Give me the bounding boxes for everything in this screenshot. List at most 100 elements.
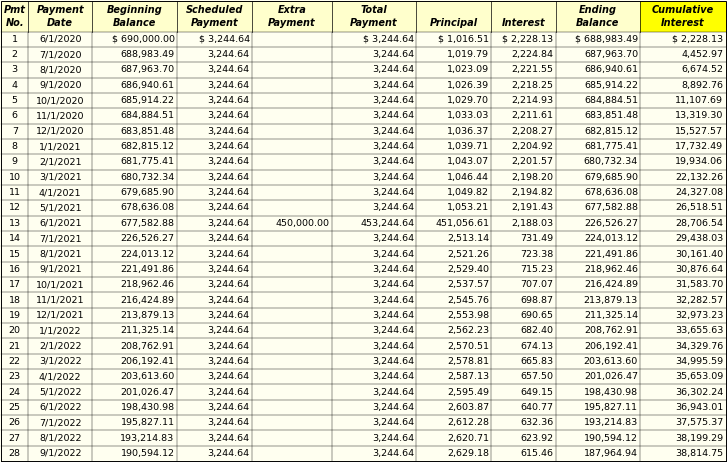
- Text: Payment: Payment: [350, 18, 398, 28]
- Text: 1,023.09: 1,023.09: [447, 66, 489, 74]
- Text: 680,732.34: 680,732.34: [584, 158, 638, 166]
- Text: 3,244.64: 3,244.64: [372, 203, 414, 213]
- Text: 1/1/2021: 1/1/2021: [39, 142, 81, 151]
- Text: 11/1/2021: 11/1/2021: [36, 296, 84, 304]
- Text: 14: 14: [9, 234, 21, 243]
- Text: 3,244.64: 3,244.64: [208, 372, 250, 381]
- Text: 3,244.64: 3,244.64: [208, 50, 250, 59]
- Text: 3: 3: [12, 66, 18, 74]
- Text: 23: 23: [9, 372, 21, 381]
- Text: 3,244.64: 3,244.64: [208, 326, 250, 335]
- Text: 30,876.64: 30,876.64: [675, 265, 723, 274]
- Text: 201,026.47: 201,026.47: [584, 372, 638, 381]
- Text: 226,526.27: 226,526.27: [584, 219, 638, 228]
- Bar: [177, 1, 252, 31]
- Bar: [555, 1, 640, 31]
- Text: 3/1/2021: 3/1/2021: [39, 173, 81, 182]
- Bar: [1, 154, 726, 170]
- Text: 1,026.39: 1,026.39: [447, 81, 489, 90]
- Text: 682,815.12: 682,815.12: [121, 142, 174, 151]
- Text: 3,244.64: 3,244.64: [208, 388, 250, 396]
- Text: 3,244.64: 3,244.64: [372, 188, 414, 197]
- Text: 218,962.46: 218,962.46: [121, 280, 174, 289]
- Text: 221,491.86: 221,491.86: [121, 265, 174, 274]
- Text: 4/1/2022: 4/1/2022: [39, 372, 81, 381]
- Text: 208,762.91: 208,762.91: [584, 326, 638, 335]
- Text: 29,438.03: 29,438.03: [675, 234, 723, 243]
- Text: 2,513.14: 2,513.14: [447, 234, 489, 243]
- Text: 3,244.64: 3,244.64: [372, 280, 414, 289]
- Bar: [1, 338, 726, 354]
- Text: $ 2,228.13: $ 2,228.13: [502, 35, 553, 44]
- Bar: [1, 261, 726, 277]
- Text: $ 688,983.49: $ 688,983.49: [575, 35, 638, 44]
- Text: 1,033.03: 1,033.03: [447, 111, 489, 121]
- Bar: [1, 31, 726, 47]
- Text: 193,214.83: 193,214.83: [584, 418, 638, 427]
- Bar: [1, 246, 726, 261]
- Text: 2,620.71: 2,620.71: [447, 433, 489, 443]
- Text: 686,940.61: 686,940.61: [584, 66, 638, 74]
- Text: 685,914.22: 685,914.22: [121, 96, 174, 105]
- Text: 2,198.20: 2,198.20: [512, 173, 553, 182]
- Text: 682,815.12: 682,815.12: [584, 127, 638, 136]
- Text: 28: 28: [9, 449, 21, 458]
- Text: $ 690,000.00: $ 690,000.00: [112, 35, 174, 44]
- Text: 690.65: 690.65: [521, 311, 553, 320]
- Text: 2,224.84: 2,224.84: [512, 50, 553, 59]
- Text: 3,244.64: 3,244.64: [208, 81, 250, 90]
- Text: 33,655.63: 33,655.63: [675, 326, 723, 335]
- Bar: [1, 124, 726, 139]
- Text: 7/1/2020: 7/1/2020: [39, 50, 81, 59]
- Text: Payment: Payment: [190, 18, 238, 28]
- Text: 623.92: 623.92: [521, 433, 553, 443]
- Bar: [1, 446, 726, 461]
- Text: 3,244.64: 3,244.64: [372, 326, 414, 335]
- Bar: [1, 277, 726, 292]
- Text: 3,244.64: 3,244.64: [208, 173, 250, 182]
- Text: 9: 9: [12, 158, 17, 166]
- Text: 2,204.92: 2,204.92: [512, 142, 553, 151]
- Bar: [1, 170, 726, 185]
- Bar: [1, 231, 726, 246]
- Text: 17,732.49: 17,732.49: [675, 142, 723, 151]
- Text: 684,884.51: 684,884.51: [584, 96, 638, 105]
- Text: 3,244.64: 3,244.64: [208, 142, 250, 151]
- Text: Balance: Balance: [577, 18, 619, 28]
- Text: 3,244.64: 3,244.64: [372, 449, 414, 458]
- Text: 16: 16: [9, 265, 21, 274]
- Text: 632.36: 632.36: [521, 418, 553, 427]
- Text: Payment: Payment: [268, 18, 316, 28]
- Text: 615.46: 615.46: [521, 449, 553, 458]
- Text: 2,221.55: 2,221.55: [512, 66, 553, 74]
- Text: 3,244.64: 3,244.64: [372, 96, 414, 105]
- Text: 5/1/2021: 5/1/2021: [39, 203, 81, 213]
- Text: 34,995.59: 34,995.59: [675, 357, 723, 366]
- Text: 3,244.64: 3,244.64: [208, 249, 250, 259]
- Text: 15: 15: [9, 249, 21, 259]
- Text: 2: 2: [12, 50, 17, 59]
- Text: 5: 5: [12, 96, 17, 105]
- Text: 1,046.44: 1,046.44: [447, 173, 489, 182]
- Text: 681,775.41: 681,775.41: [584, 142, 638, 151]
- Text: 683,851.48: 683,851.48: [121, 127, 174, 136]
- Bar: [1, 62, 726, 78]
- Text: 677,582.88: 677,582.88: [584, 203, 638, 213]
- Text: 4,452.97: 4,452.97: [681, 50, 723, 59]
- Bar: [1, 139, 726, 154]
- Text: 3,244.64: 3,244.64: [372, 249, 414, 259]
- Bar: [1, 1, 726, 31]
- Text: 1/1/2022: 1/1/2022: [39, 326, 81, 335]
- Text: 2,629.18: 2,629.18: [447, 449, 489, 458]
- Text: 3,244.64: 3,244.64: [208, 219, 250, 228]
- Text: 11,107.69: 11,107.69: [675, 96, 723, 105]
- Text: $ 3,244.64: $ 3,244.64: [363, 35, 414, 44]
- Text: 3/1/2022: 3/1/2022: [39, 357, 81, 366]
- Text: 678,636.08: 678,636.08: [121, 203, 174, 213]
- Bar: [491, 1, 555, 31]
- Text: 190,594.12: 190,594.12: [584, 433, 638, 443]
- Text: 688,983.49: 688,983.49: [121, 50, 174, 59]
- Text: 731.49: 731.49: [521, 234, 553, 243]
- Bar: [1, 47, 726, 62]
- Text: 698.87: 698.87: [521, 296, 553, 304]
